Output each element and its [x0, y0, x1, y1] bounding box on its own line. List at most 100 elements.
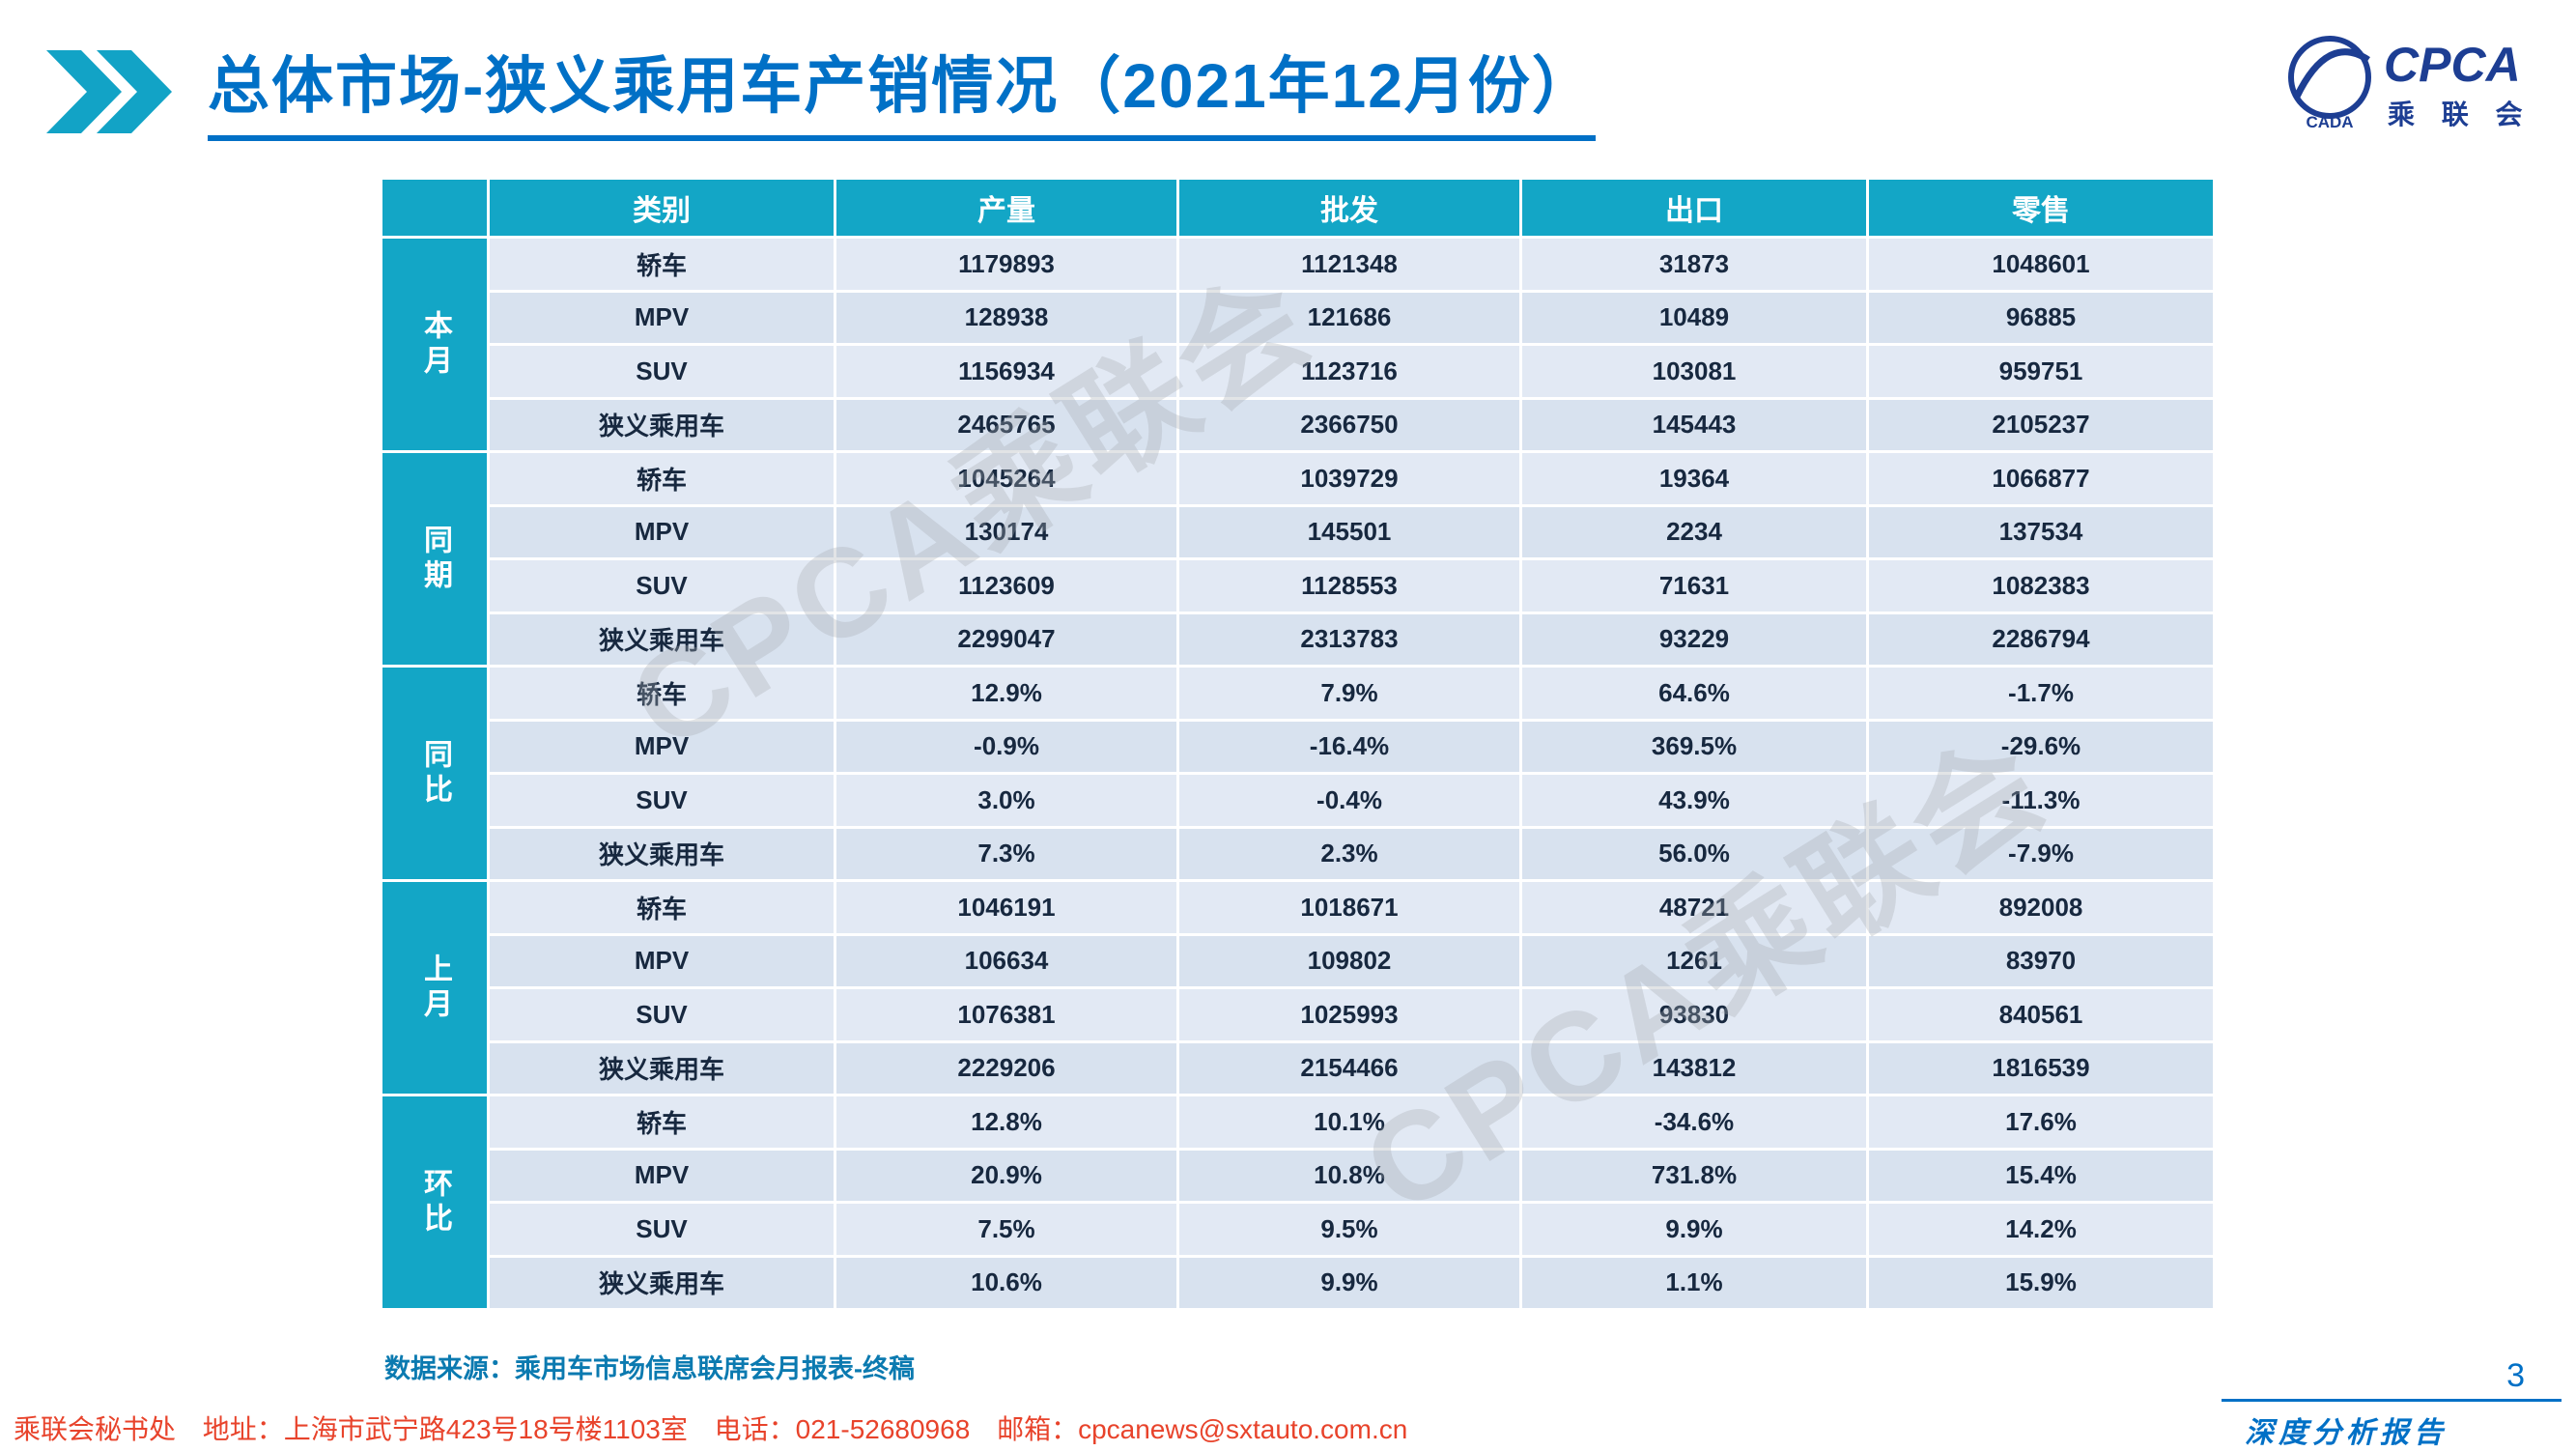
category-cell: 狭义乘用车	[490, 1257, 834, 1308]
value-cell: 1816539	[1869, 1042, 2213, 1094]
value-cell: 83970	[1869, 935, 2213, 986]
value-cell: 1123716	[1179, 346, 1519, 397]
category-cell: SUV	[490, 775, 834, 826]
value-cell: 145501	[1179, 506, 1519, 557]
category-cell: MPV	[490, 935, 834, 986]
value-cell: 1018671	[1179, 882, 1519, 933]
value-cell: 145443	[1522, 399, 1866, 450]
value-cell: 2.3%	[1179, 828, 1519, 879]
footer-phone: 电话：021-52680968	[714, 1414, 971, 1444]
value-cell: 2286794	[1869, 613, 2213, 665]
value-cell: 10.6%	[836, 1257, 1176, 1308]
title-chevrons-icon	[46, 50, 174, 138]
value-cell: 2154466	[1179, 1042, 1519, 1094]
value-cell: 12.8%	[836, 1096, 1176, 1148]
row-group-label: 本月	[382, 239, 487, 450]
value-cell: 106634	[836, 935, 1176, 986]
category-cell: 轿车	[490, 453, 834, 504]
value-cell: 892008	[1869, 882, 2213, 933]
value-cell: 2105237	[1869, 399, 2213, 450]
value-cell: 2299047	[836, 613, 1176, 665]
report-type-label: 深度分析报告	[2245, 1416, 2448, 1450]
value-cell: 93229	[1522, 613, 1866, 665]
value-cell: 1082383	[1869, 560, 2213, 612]
value-cell: 1048601	[1869, 239, 2213, 290]
value-cell: 121686	[1179, 292, 1519, 343]
category-cell: 狭义乘用车	[490, 399, 834, 450]
value-cell: 1076381	[836, 989, 1176, 1040]
value-cell: 109802	[1179, 935, 1519, 986]
category-cell: 轿车	[490, 239, 834, 290]
value-cell: 731.8%	[1522, 1150, 1866, 1201]
value-cell: -34.6%	[1522, 1096, 1866, 1148]
data-table: 类别 产量 批发 出口 零售 本月 轿车 1179893 1121348 31873 1048601…	[382, 180, 2213, 1308]
column-header: 零售	[1869, 180, 2213, 236]
value-cell: 1123609	[836, 560, 1176, 612]
category-cell: SUV	[490, 560, 834, 612]
value-cell: 130174	[836, 506, 1176, 557]
footer-email: 邮箱：cpcanews@sxtauto.com.cn	[997, 1414, 1408, 1444]
value-cell: 56.0%	[1522, 828, 1866, 879]
page-title: 总体市场-狭义乘用车产销情况（2021年12月份）	[208, 37, 1596, 141]
value-cell: 1066877	[1869, 453, 2213, 504]
value-cell: 48721	[1522, 882, 1866, 933]
value-cell: -29.6%	[1869, 721, 2213, 772]
value-cell: 12.9%	[836, 668, 1176, 719]
category-cell: 狭义乘用车	[490, 1042, 834, 1094]
value-cell: 9.5%	[1179, 1204, 1519, 1255]
logo-emblem-text: CADA	[2306, 113, 2353, 131]
column-header: 产量	[836, 180, 1176, 236]
value-cell: 7.3%	[836, 828, 1176, 879]
row-group-label: 环比	[382, 1096, 487, 1308]
value-cell: 10489	[1522, 292, 1866, 343]
category-cell: MPV	[490, 721, 834, 772]
category-cell: MPV	[490, 506, 834, 557]
value-cell: 93830	[1522, 989, 1866, 1040]
row-group-label: 同比	[382, 668, 487, 879]
value-cell: 2229206	[836, 1042, 1176, 1094]
footer-divider-line	[2222, 1399, 2562, 1402]
value-cell: 19364	[1522, 453, 1866, 504]
category-cell: SUV	[490, 989, 834, 1040]
category-cell: 狭义乘用车	[490, 613, 834, 665]
value-cell: 7.5%	[836, 1204, 1176, 1255]
row-group-label: 同期	[382, 453, 487, 665]
value-cell: 9.9%	[1179, 1257, 1519, 1308]
value-cell: -16.4%	[1179, 721, 1519, 772]
value-cell: 1179893	[836, 239, 1176, 290]
table-corner-cell	[382, 180, 487, 236]
category-cell: SUV	[490, 346, 834, 397]
value-cell: 369.5%	[1522, 721, 1866, 772]
column-header: 类别	[490, 180, 834, 236]
footer-contact-line: 乘联会秘书处 地址：上海市武宁路423号18号楼1103室 电话：021-526…	[14, 1408, 1427, 1447]
logo-brand-sub-text: 乘 联 会	[2388, 100, 2533, 129]
value-cell: 1046191	[836, 882, 1176, 933]
value-cell: 1025993	[1179, 989, 1519, 1040]
value-cell: 1156934	[836, 346, 1176, 397]
value-cell: 14.2%	[1869, 1204, 2213, 1255]
column-header: 出口	[1522, 180, 1866, 236]
row-group-label: 上月	[382, 882, 487, 1094]
value-cell: 7.9%	[1179, 668, 1519, 719]
footer-right-block: 3 深度分析报告	[2222, 1357, 2562, 1451]
value-cell: 10.1%	[1179, 1096, 1519, 1148]
value-cell: 96885	[1869, 292, 2213, 343]
value-cell: 840561	[1869, 989, 2213, 1040]
value-cell: 15.9%	[1869, 1257, 2213, 1308]
value-cell: 10.8%	[1179, 1150, 1519, 1201]
category-cell: SUV	[490, 1204, 834, 1255]
logo-swoosh	[2293, 48, 2370, 99]
value-cell: 64.6%	[1522, 668, 1866, 719]
value-cell: 1039729	[1179, 453, 1519, 504]
value-cell: 2465765	[836, 399, 1176, 450]
value-cell: 20.9%	[836, 1150, 1176, 1201]
logo-emblem-circle	[2288, 36, 2371, 119]
value-cell: -7.9%	[1869, 828, 2213, 879]
source-note: 数据来源：乘用车市场信息联席会月报表-终稿	[384, 1354, 915, 1383]
value-cell: 2366750	[1179, 399, 1519, 450]
value-cell: 959751	[1869, 346, 2213, 397]
value-cell: -0.4%	[1179, 775, 1519, 826]
value-cell: -0.9%	[836, 721, 1176, 772]
value-cell: 143812	[1522, 1042, 1866, 1094]
footer-org: 乘联会秘书处	[14, 1414, 177, 1444]
